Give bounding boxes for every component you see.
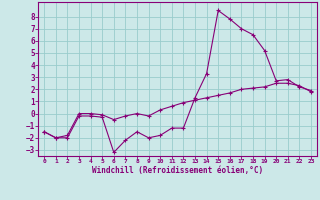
X-axis label: Windchill (Refroidissement éolien,°C): Windchill (Refroidissement éolien,°C) xyxy=(92,166,263,175)
